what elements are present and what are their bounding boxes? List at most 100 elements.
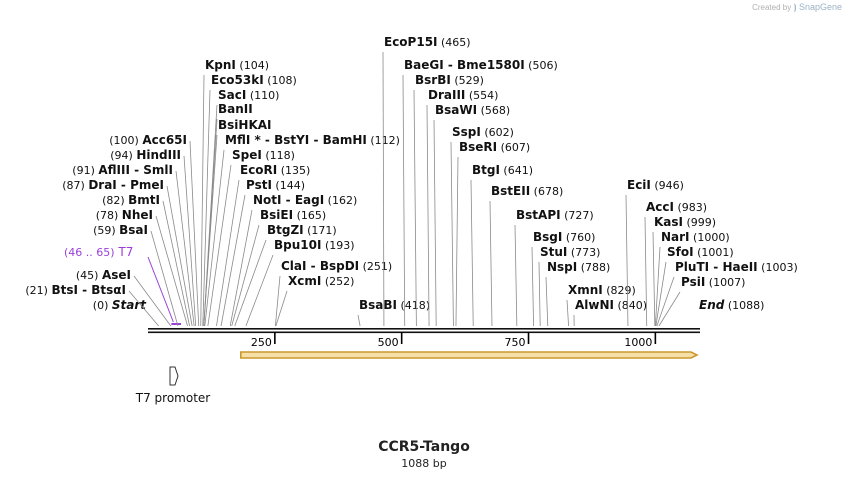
restriction-site-label[interactable]: BsiHKAI — [218, 118, 272, 132]
site-connector-line — [426, 104, 430, 327]
orf-feature-arrow[interactable] — [240, 351, 699, 359]
site-connector-line — [655, 261, 667, 327]
restriction-site-label[interactable]: DraIII (554) — [428, 88, 498, 102]
restriction-site-label[interactable]: EcoRI (135) — [240, 163, 310, 177]
restriction-site-label[interactable]: XcmI (252) — [288, 274, 354, 288]
backbone-bottom-strand — [148, 331, 700, 334]
restriction-site-label[interactable]: Bpu10I (193) — [274, 238, 355, 252]
restriction-site-label[interactable]: PstI (144) — [246, 178, 305, 192]
restriction-site-label[interactable]: BsgI (760) — [533, 230, 595, 244]
restriction-site-label[interactable]: BsaBI (418) — [359, 298, 430, 312]
site-connector-line — [133, 275, 172, 327]
site-connector-line — [203, 134, 218, 327]
restriction-site-label[interactable]: (100) Acc65I — [109, 133, 187, 147]
restriction-site-label[interactable]: End (1088) — [699, 298, 764, 312]
site-connector-line — [402, 74, 406, 327]
restriction-site-label[interactable]: NotI - EagI (162) — [253, 193, 357, 207]
site-connector-line — [455, 156, 459, 327]
site-connector-line — [566, 299, 569, 327]
site-connector-line — [413, 89, 417, 327]
site-connector-line — [470, 179, 474, 327]
restriction-site-label[interactable]: BsrBI (529) — [415, 73, 484, 87]
site-connector-line — [658, 291, 681, 327]
site-connector-line — [382, 51, 385, 327]
site-connector-line — [166, 185, 193, 327]
site-connector-line — [229, 209, 253, 327]
restriction-site-label[interactable]: StuI (773) — [540, 245, 600, 259]
site-connector-line — [231, 224, 260, 327]
backbone-top-strand — [148, 328, 700, 330]
restriction-site-label[interactable]: (94) HindIII — [110, 148, 181, 162]
restriction-site-label[interactable]: (0) Start — [93, 298, 147, 312]
restriction-site-label[interactable]: BstAPI (727) — [516, 208, 594, 222]
restriction-site-label[interactable]: ClaI - BspDI (251) — [281, 259, 392, 273]
site-connector-line — [625, 194, 629, 327]
restriction-site-label[interactable]: BseRI (607) — [459, 140, 530, 154]
restriction-site-label[interactable]: (82) BmtI — [102, 193, 160, 207]
site-connector-line — [183, 155, 197, 327]
restriction-site-label[interactable]: XmnI (829) — [568, 283, 636, 297]
restriction-site-label[interactable]: MflI * - BstYI - BamHI (112) — [225, 133, 400, 147]
restriction-site-label[interactable]: BanII — [218, 102, 253, 116]
restriction-site-label[interactable]: SacI (110) — [218, 88, 279, 102]
site-connector-line — [189, 140, 200, 327]
site-connector-line — [200, 74, 205, 327]
restriction-site-label[interactable]: BaeGI - Bme1580I (506) — [404, 58, 558, 72]
restriction-site-label[interactable]: AccI (983) — [646, 200, 707, 214]
restriction-site-label[interactable]: BsiEI (165) — [260, 208, 326, 222]
ruler-tick-label: 1000 — [624, 336, 652, 349]
site-connector-line — [275, 290, 288, 327]
site-connector-line — [514, 224, 518, 327]
primer-label: (46 .. 65) T7 — [64, 245, 133, 259]
site-connector-line — [654, 246, 661, 327]
site-connector-line — [538, 261, 541, 327]
ruler-tick-label: 500 — [378, 336, 399, 349]
site-connector-line — [656, 276, 675, 327]
restriction-site-label[interactable]: SpeI (118) — [232, 148, 295, 162]
restriction-site-label[interactable]: EcoP15I (465) — [384, 35, 471, 49]
restriction-site-label[interactable]: (91) AflIII - SmlI — [72, 163, 173, 177]
restriction-site-label[interactable]: (87) DraI - PmeI — [62, 178, 164, 192]
credit-brand: SnapGene — [798, 2, 842, 12]
site-connector-line — [652, 231, 656, 327]
site-connector-line — [216, 179, 240, 327]
site-connector-line — [545, 276, 549, 327]
site-connector-line — [234, 239, 267, 327]
restriction-site-label[interactable]: (59) BsaI — [93, 223, 148, 237]
site-connector-line — [128, 290, 159, 327]
restriction-site-label[interactable]: BsaWI (568) — [435, 103, 510, 117]
site-connector-line — [175, 170, 195, 327]
restriction-site-label[interactable]: (45) AseI — [76, 268, 131, 282]
site-connector-line — [245, 254, 274, 327]
snapgene-logo: ⦘ SnapGene — [793, 2, 842, 12]
restriction-site-label[interactable]: AlwNI (840) — [575, 298, 647, 312]
site-connector-line — [202, 89, 211, 327]
ruler-tick-label: 750 — [505, 336, 526, 349]
restriction-site-label[interactable]: NarI (1000) — [661, 230, 730, 244]
site-connector-line — [433, 119, 437, 327]
restriction-site-label[interactable]: (21) BtsI - BtsαI — [25, 283, 126, 297]
restriction-site-label[interactable]: BtgI (641) — [472, 163, 533, 177]
restriction-site-label[interactable]: KasI (999) — [654, 215, 716, 229]
snapgene-credit: Created by ⦘ SnapGene — [752, 2, 842, 13]
site-connector-line — [531, 246, 534, 327]
site-connector-line — [204, 149, 225, 327]
restriction-site-label[interactable]: SfoI (1001) — [667, 245, 734, 259]
primer-binding-mark[interactable] — [171, 323, 181, 325]
restriction-site-label[interactable]: Eco53kI (108) — [211, 73, 297, 87]
restriction-site-label[interactable]: SspI (602) — [452, 125, 514, 139]
promoter-arrow-icon[interactable] — [169, 366, 179, 386]
restriction-site-label[interactable]: PluTI - HaeII (1003) — [675, 260, 798, 274]
promoter-label: T7 promoter — [135, 391, 211, 405]
restriction-site-label[interactable]: NspI (788) — [547, 260, 610, 274]
site-connector-line — [489, 200, 493, 327]
restriction-site-label[interactable]: BstEII (678) — [491, 184, 563, 198]
restriction-site-label[interactable]: EciI (946) — [627, 178, 684, 192]
restriction-site-label[interactable]: KpnI (104) — [205, 58, 269, 72]
restriction-site-label[interactable]: PsiI (1007) — [681, 275, 745, 289]
site-connector-line — [150, 230, 179, 327]
restriction-site-label[interactable]: BtgZI (171) — [267, 223, 337, 237]
restriction-site-label[interactable]: (78) NheI — [96, 208, 153, 222]
site-connector-line — [274, 275, 281, 327]
